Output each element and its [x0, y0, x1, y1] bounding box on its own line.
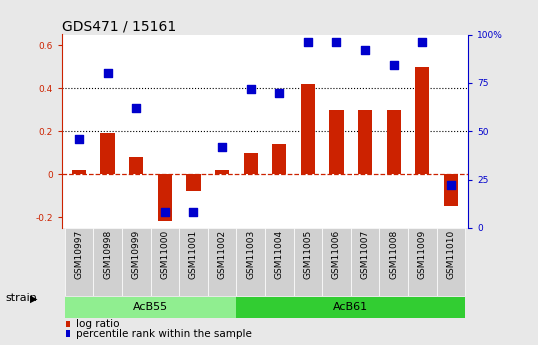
- Bar: [151, 228, 179, 296]
- Bar: [386, 110, 401, 174]
- Point: [390, 63, 398, 68]
- Text: GSM11009: GSM11009: [418, 230, 427, 279]
- Point: [275, 90, 284, 95]
- Text: GDS471 / 15161: GDS471 / 15161: [62, 19, 176, 33]
- Text: GSM11005: GSM11005: [303, 230, 313, 279]
- Point: [447, 183, 455, 188]
- Text: AcB55: AcB55: [133, 302, 168, 312]
- Bar: [236, 228, 265, 296]
- Bar: [265, 228, 294, 296]
- Point: [132, 105, 140, 111]
- Point: [246, 86, 255, 91]
- Bar: [129, 157, 144, 174]
- Bar: [66, 331, 70, 337]
- Bar: [244, 153, 258, 174]
- Bar: [72, 170, 86, 174]
- Bar: [415, 67, 429, 174]
- Bar: [444, 174, 458, 206]
- Bar: [437, 228, 465, 296]
- Bar: [158, 174, 172, 221]
- Bar: [93, 228, 122, 296]
- Bar: [329, 110, 344, 174]
- Point: [103, 70, 112, 76]
- Bar: [272, 144, 286, 174]
- Bar: [294, 228, 322, 296]
- Bar: [301, 84, 315, 174]
- Text: GSM11008: GSM11008: [389, 230, 398, 279]
- Text: log ratio: log ratio: [76, 319, 119, 329]
- Text: GSM11006: GSM11006: [332, 230, 341, 279]
- Bar: [65, 228, 93, 296]
- Text: GSM11010: GSM11010: [447, 230, 455, 279]
- Bar: [66, 321, 70, 327]
- Point: [332, 39, 341, 45]
- Bar: [351, 228, 379, 296]
- Point: [418, 39, 427, 45]
- Bar: [186, 174, 201, 191]
- Point: [189, 210, 198, 215]
- Bar: [322, 228, 351, 296]
- Text: GSM11004: GSM11004: [275, 230, 284, 279]
- Bar: [179, 228, 208, 296]
- Text: GSM10999: GSM10999: [132, 230, 141, 279]
- Text: strain: strain: [5, 294, 37, 303]
- Text: GSM11003: GSM11003: [246, 230, 255, 279]
- Text: GSM11001: GSM11001: [189, 230, 198, 279]
- Bar: [408, 228, 437, 296]
- Bar: [236, 297, 465, 318]
- Text: GSM11000: GSM11000: [160, 230, 169, 279]
- Point: [303, 39, 312, 45]
- Bar: [208, 228, 236, 296]
- Text: GSM11007: GSM11007: [360, 230, 370, 279]
- Bar: [122, 228, 151, 296]
- Bar: [215, 170, 229, 174]
- Text: AcB61: AcB61: [333, 302, 369, 312]
- Text: GSM11002: GSM11002: [217, 230, 226, 279]
- Point: [361, 47, 370, 53]
- Text: percentile rank within the sample: percentile rank within the sample: [76, 329, 252, 339]
- Text: ▶: ▶: [30, 294, 37, 303]
- Bar: [358, 110, 372, 174]
- Bar: [101, 133, 115, 174]
- Bar: [379, 228, 408, 296]
- Text: GSM10998: GSM10998: [103, 230, 112, 279]
- Point: [160, 210, 169, 215]
- Point: [218, 144, 226, 149]
- Bar: [65, 297, 236, 318]
- Point: [75, 136, 83, 142]
- Text: GSM10997: GSM10997: [75, 230, 83, 279]
